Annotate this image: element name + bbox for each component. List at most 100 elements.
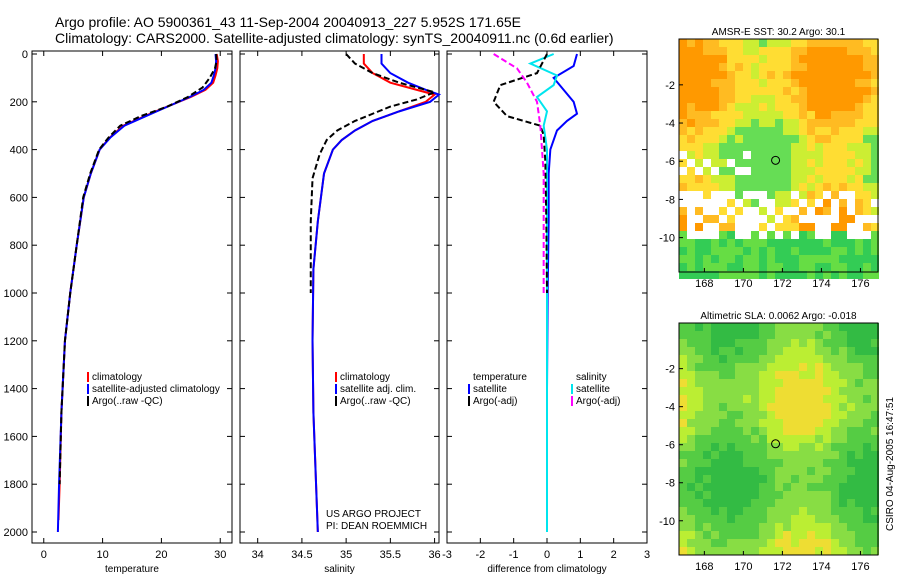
map-cell — [871, 135, 879, 143]
map-cell — [823, 403, 831, 411]
map-cell — [831, 95, 839, 103]
sst-map-xtick-label: 174 — [812, 278, 830, 290]
map-cell — [831, 499, 839, 507]
map-cell — [703, 223, 711, 231]
map-cell — [815, 491, 823, 499]
map-cell — [839, 199, 847, 207]
map-cell — [799, 491, 807, 499]
map-cell — [735, 167, 743, 175]
map-cell — [711, 451, 719, 459]
map-cell — [751, 95, 759, 103]
map-cell — [695, 475, 703, 483]
map-cell — [807, 475, 815, 483]
map-cell — [855, 271, 863, 279]
map-cell — [815, 539, 823, 547]
map-cell — [759, 247, 767, 255]
map-cell — [679, 167, 687, 175]
map-cell — [735, 215, 743, 223]
map-cell — [695, 371, 703, 379]
map-cell — [791, 199, 799, 207]
map-cell — [799, 347, 807, 355]
map-cell — [807, 451, 815, 459]
map-cell — [727, 79, 735, 87]
map-cell — [711, 427, 719, 435]
map-cell — [679, 47, 687, 55]
map-cell — [783, 403, 791, 411]
map-cell — [783, 499, 791, 507]
map-cell — [783, 531, 791, 539]
map-cell — [719, 87, 727, 95]
map-cell — [687, 539, 695, 547]
map-cell — [815, 323, 823, 331]
map-cell — [719, 435, 727, 443]
map-cell — [839, 499, 847, 507]
map-cell — [687, 387, 695, 395]
map-cell — [823, 143, 831, 151]
map-cell — [711, 507, 719, 515]
map-cell — [847, 255, 855, 263]
map-cell — [863, 39, 871, 47]
map-cell — [823, 539, 831, 547]
map-cell — [735, 347, 743, 355]
map-cell — [703, 507, 711, 515]
map-cell — [743, 199, 751, 207]
map-cell — [823, 531, 831, 539]
map-cell — [687, 47, 695, 55]
map-cell — [815, 215, 823, 223]
map-cell — [847, 387, 855, 395]
map-cell — [703, 159, 711, 167]
map-cell — [831, 451, 839, 459]
map-cell — [727, 411, 735, 419]
map-cell — [767, 207, 775, 215]
temperature-ytick-label: 200 — [10, 97, 28, 109]
map-cell — [775, 231, 783, 239]
map-cell — [847, 95, 855, 103]
map-cell — [703, 395, 711, 403]
map-cell — [871, 143, 879, 151]
map-cell — [767, 231, 775, 239]
map-cell — [831, 347, 839, 355]
map-cell — [687, 271, 695, 279]
map-cell — [687, 403, 695, 411]
map-cell — [815, 207, 823, 215]
map-cell — [847, 547, 855, 555]
map-cell — [871, 239, 879, 247]
map-cell — [871, 451, 879, 459]
map-cell — [775, 395, 783, 403]
temperature-ytick-label: 600 — [10, 192, 28, 204]
map-cell — [863, 159, 871, 167]
map-cell — [711, 355, 719, 363]
map-cell — [807, 55, 815, 63]
map-cell — [871, 255, 879, 263]
map-cell — [871, 127, 879, 135]
map-cell — [831, 199, 839, 207]
map-cell — [735, 547, 743, 555]
map-cell — [695, 247, 703, 255]
map-cell — [759, 215, 767, 223]
map-cell — [719, 183, 727, 191]
map-cell — [735, 95, 743, 103]
map-cell — [727, 387, 735, 395]
map-cell — [863, 403, 871, 411]
map-cell — [871, 347, 879, 355]
map-cell — [855, 103, 863, 111]
map-cell — [823, 175, 831, 183]
map-cell — [695, 63, 703, 71]
map-cell — [727, 403, 735, 411]
map-cell — [863, 459, 871, 467]
map-cell — [855, 467, 863, 475]
map-cell — [767, 371, 775, 379]
map-cell — [831, 387, 839, 395]
map-cell — [711, 119, 719, 127]
map-cell — [695, 47, 703, 55]
map-cell — [695, 395, 703, 403]
map-cell — [719, 119, 727, 127]
sla-map-float-marker — [771, 439, 781, 449]
map-cell — [743, 79, 751, 87]
map-cell — [775, 419, 783, 427]
map-cell — [871, 507, 879, 515]
map-cell — [871, 339, 879, 347]
map-cell — [687, 79, 695, 87]
map-cell — [751, 355, 759, 363]
